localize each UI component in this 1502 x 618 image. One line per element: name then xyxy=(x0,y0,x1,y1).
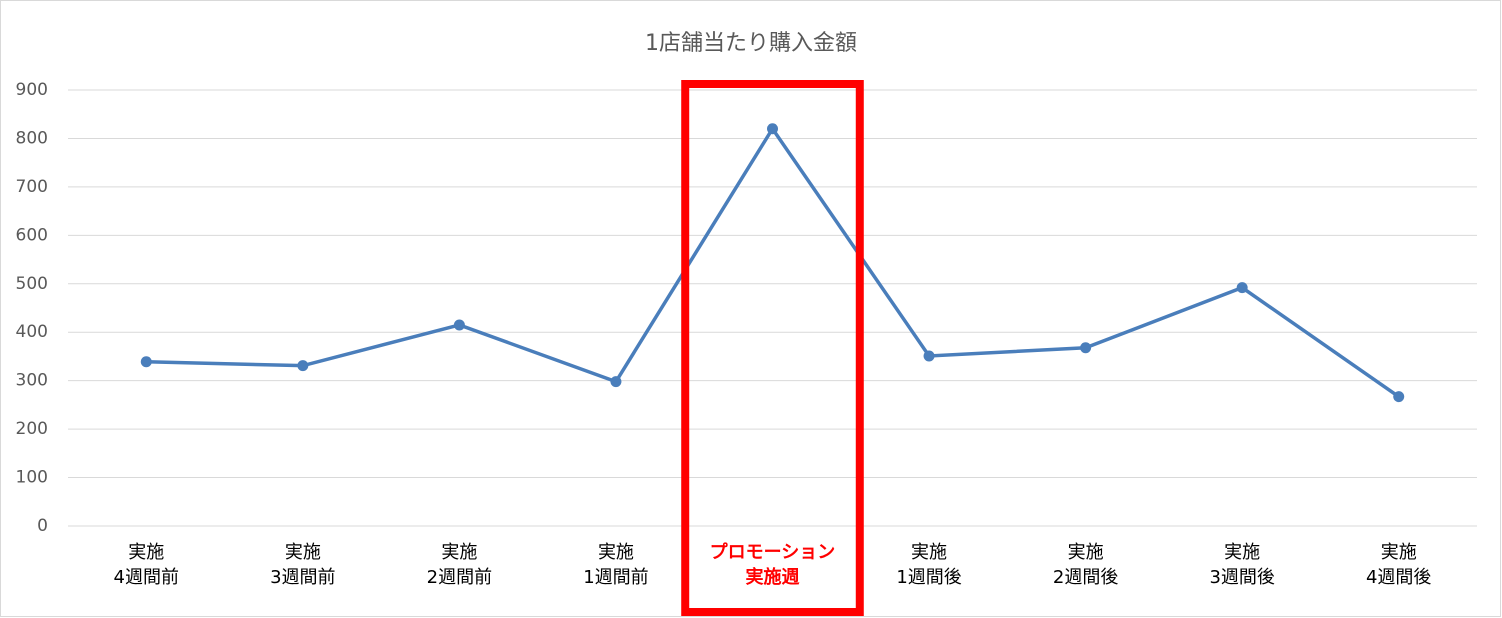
x-tick-label-line: 1週間前 xyxy=(583,567,648,588)
y-tick-label: 300 xyxy=(16,371,48,391)
point xyxy=(610,376,622,388)
y-tick-label: 0 xyxy=(37,516,48,536)
x-tick-label-line: プロモーション xyxy=(710,541,836,563)
x-tick-label-line: 実施 xyxy=(285,542,321,563)
x-tick-label-line: 実施 xyxy=(911,542,947,563)
y-tick-label: 600 xyxy=(16,225,48,245)
point xyxy=(1236,282,1248,294)
point xyxy=(297,360,309,372)
y-tick-label: 500 xyxy=(16,274,48,294)
x-tick-label-line: 3週間後 xyxy=(1209,567,1274,588)
point xyxy=(767,123,778,135)
y-tick-label: 100 xyxy=(16,468,48,488)
x-tick-label-line: 3週間前 xyxy=(270,567,335,588)
x-tick-label-line: 実施 xyxy=(1224,542,1260,563)
chart-title: 1店舗当たり購入金額 xyxy=(645,31,857,56)
x-tick-label-line: 1週間後 xyxy=(896,567,961,588)
x-tick-label: 実施 4週間後 xyxy=(1366,542,1431,588)
highlight-box xyxy=(681,80,864,616)
y-tick-label: 900 xyxy=(16,80,48,100)
x-tick-label: 実施 3週間後 xyxy=(1209,542,1274,588)
x-tick-label-line: 4週間後 xyxy=(1366,567,1431,588)
point xyxy=(1393,391,1405,403)
y-tick-label: 700 xyxy=(16,177,48,197)
x-tick-label: 実施 1週間後 xyxy=(896,542,961,588)
point xyxy=(453,319,465,331)
x-tick-label-line: 実施 xyxy=(128,542,164,563)
point xyxy=(140,356,152,368)
y-tick-label: 800 xyxy=(16,128,48,148)
x-tick-label: 実施 2週間後 xyxy=(1053,542,1118,588)
x-tick-label-line: 2週間後 xyxy=(1053,567,1118,588)
y-tick-label: 400 xyxy=(16,322,48,342)
x-tick-label-line: 実施 xyxy=(441,542,477,563)
point xyxy=(923,350,935,362)
x-tick-label-line: 4週間前 xyxy=(114,567,179,588)
x-tick-label-line: 実施 xyxy=(1068,542,1104,563)
x-tick-label: 実施 4週間前 xyxy=(114,542,179,588)
point xyxy=(1080,342,1092,354)
x-tick-label: 実施 3週間前 xyxy=(270,542,335,588)
x-tick-label-line: 実施 xyxy=(1381,542,1417,563)
x-tick-label-line: 実施週 xyxy=(746,566,800,588)
x-tick-label-line: 実施 xyxy=(598,542,634,563)
x-tick-label: 実施 1週間前 xyxy=(583,542,648,588)
x-tick-label-line: 2週間前 xyxy=(427,567,492,588)
y-tick-label: 200 xyxy=(16,419,48,439)
x-tick-label: 実施 2週間前 xyxy=(427,542,492,588)
x-tick-label: プロモーション実施週 xyxy=(710,541,836,588)
